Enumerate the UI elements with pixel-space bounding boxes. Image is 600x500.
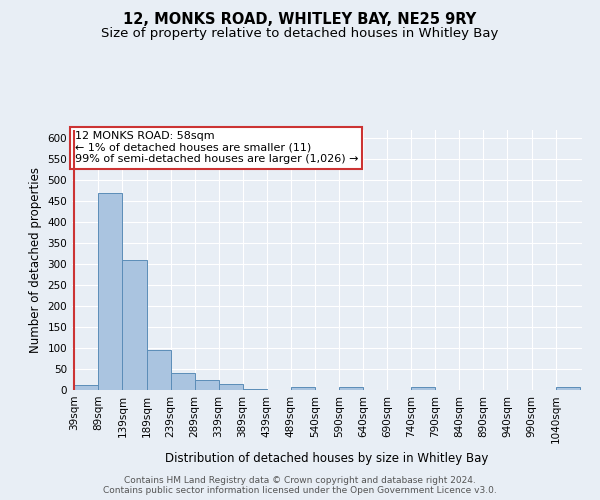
Text: 12 MONKS ROAD: 58sqm
← 1% of detached houses are smaller (11)
99% of semi-detach: 12 MONKS ROAD: 58sqm ← 1% of detached ho… [74, 132, 358, 164]
Bar [291, 386, 315, 390]
Bar [339, 386, 363, 390]
Text: Contains HM Land Registry data © Crown copyright and database right 2024.
Contai: Contains HM Land Registry data © Crown c… [103, 476, 497, 495]
X-axis label: Distribution of detached houses by size in Whitley Bay: Distribution of detached houses by size … [166, 452, 488, 464]
Bar [146, 350, 170, 390]
Text: 12, MONKS ROAD, WHITLEY BAY, NE25 9RY: 12, MONKS ROAD, WHITLEY BAY, NE25 9RY [124, 12, 476, 28]
Bar [242, 388, 266, 390]
Bar [98, 193, 122, 390]
Bar [170, 373, 194, 390]
Bar [556, 386, 580, 390]
Bar [218, 384, 242, 390]
Y-axis label: Number of detached properties: Number of detached properties [29, 167, 42, 353]
Bar [194, 380, 218, 390]
Bar [412, 386, 436, 390]
Text: Size of property relative to detached houses in Whitley Bay: Size of property relative to detached ho… [101, 28, 499, 40]
Bar [74, 386, 98, 390]
Bar [122, 260, 146, 390]
